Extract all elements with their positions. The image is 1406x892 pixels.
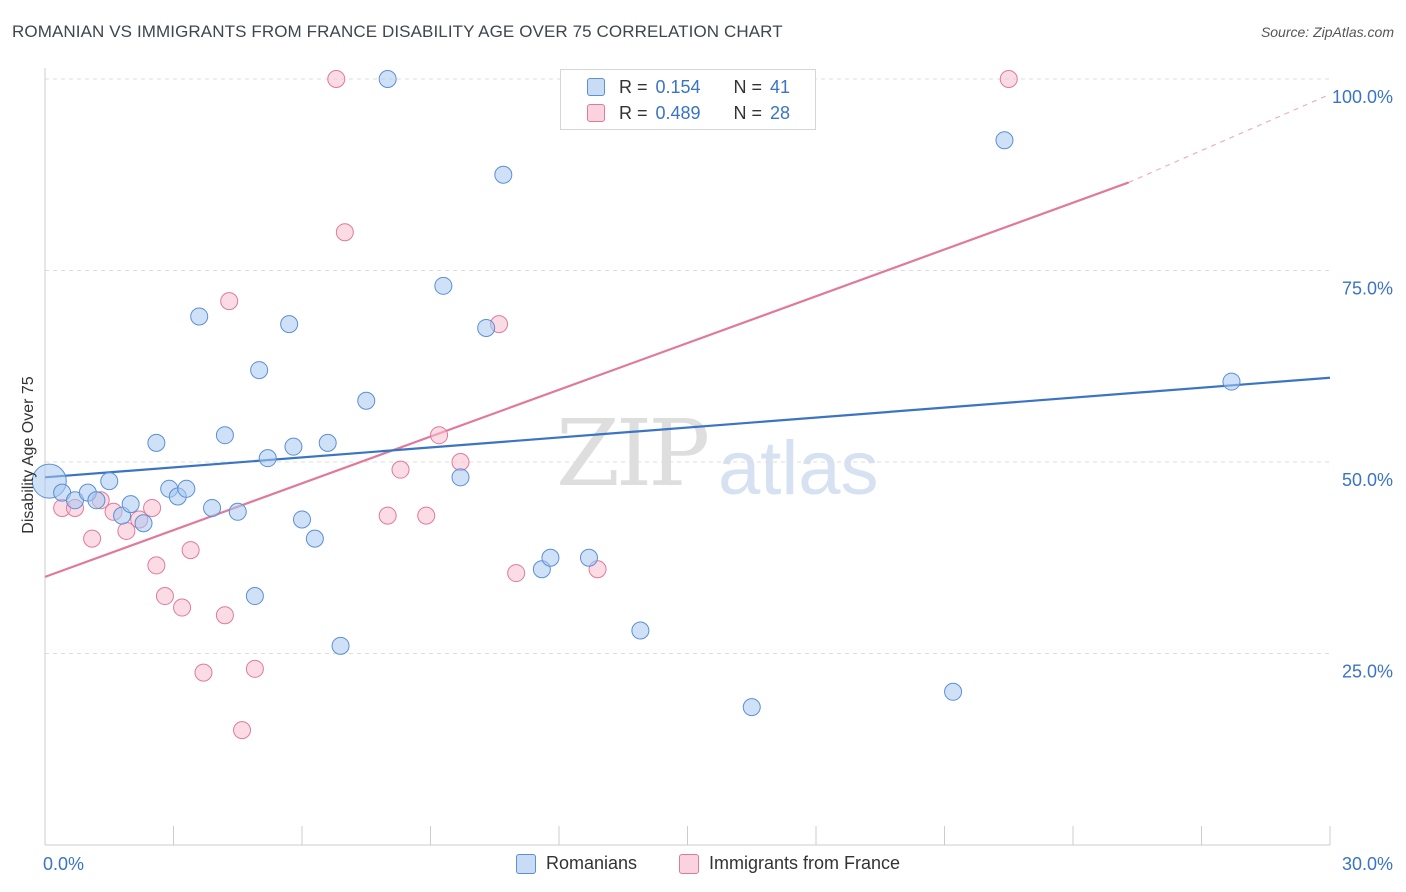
data-point-romanians	[331, 636, 350, 655]
data-point-romanians	[541, 548, 560, 567]
data-point-romanians	[228, 502, 247, 521]
data-point-romanians	[280, 315, 299, 334]
data-point-france	[147, 556, 166, 575]
data-point-romanians	[100, 472, 119, 491]
correlation-legend: R = 0.154 N = 41 R = 0.489 N = 28	[560, 69, 816, 130]
legend-row-france: R = 0.489 N = 28	[587, 101, 790, 125]
data-point-romanians	[995, 131, 1014, 150]
data-point-romanians	[305, 529, 324, 548]
trend-line-france-extension	[1128, 93, 1331, 183]
trend-line-france	[44, 181, 1130, 578]
data-point-romanians	[318, 433, 337, 452]
data-point-romanians	[284, 437, 303, 456]
data-point-romanians	[147, 433, 166, 452]
axis-layer	[44, 68, 1331, 846]
data-point-france	[215, 606, 234, 625]
y-tick-label: 75.0%	[1342, 279, 1393, 299]
data-point-france	[173, 598, 192, 617]
data-point-romanians	[579, 548, 598, 567]
data-point-france	[335, 223, 354, 242]
data-point-france	[220, 292, 239, 311]
data-point-romanians	[177, 479, 196, 498]
data-point-france	[417, 506, 436, 525]
legend-n-value: 41	[770, 76, 791, 97]
data-point-romanians	[121, 495, 140, 514]
source-label: Source: ZipAtlas.com	[1260, 24, 1394, 40]
data-point-romanians	[245, 587, 264, 606]
data-point-romanians	[250, 361, 269, 380]
watermark-atlas: atlas	[718, 426, 879, 511]
y-tick-label: 100.0%	[1332, 87, 1393, 107]
data-point-france	[181, 541, 200, 560]
y-tick-label: 25.0%	[1342, 662, 1393, 682]
data-point-romanians	[451, 468, 470, 487]
data-point-romanians	[293, 510, 311, 529]
legend-r-value: 0.489	[655, 102, 701, 123]
legend-r-value: 0.154	[655, 76, 701, 97]
data-point-romanians	[258, 449, 277, 468]
data-point-romanians	[134, 514, 153, 533]
data-point-france	[327, 70, 346, 88]
legend-row-romanians: R = 0.154 N = 41	[587, 75, 790, 99]
series-label-france: Immigrants from France	[709, 853, 901, 873]
data-point-romanians	[1222, 372, 1241, 391]
data-point-france	[143, 498, 162, 517]
legend-swatch-romanians	[587, 78, 605, 96]
data-point-romanians	[87, 491, 106, 510]
x-tick-label: 30.0%	[1342, 854, 1393, 874]
data-point-romanians	[477, 318, 496, 337]
point-layer	[31, 70, 1241, 740]
data-point-france	[999, 70, 1018, 88]
chart-title: ROMANIAN VS IMMIGRANTS FROM FRANCE DISAB…	[12, 22, 783, 41]
legend-n-label: N =	[733, 76, 763, 97]
grid-layer	[45, 78, 1330, 654]
tick-label-layer: 25.0% 50.0% 75.0% 100.0% 0.0% 30.0%	[43, 87, 1393, 874]
data-point-romanians	[494, 165, 513, 184]
data-point-france	[378, 506, 397, 525]
data-point-france	[451, 453, 470, 471]
data-point-romanians	[944, 682, 963, 701]
data-point-romanians	[378, 70, 397, 88]
legend-r-label: R =	[619, 76, 648, 97]
data-point-romanians	[742, 698, 761, 717]
legend-n-value: 28	[770, 102, 791, 123]
series-label-romanians: Romanians	[546, 853, 638, 873]
data-point-romanians	[215, 426, 234, 445]
data-point-romanians	[190, 307, 209, 326]
series-swatch-romanians	[516, 853, 536, 874]
data-point-france	[391, 460, 410, 479]
data-point-france	[233, 721, 252, 740]
legend-n-label: N =	[733, 102, 763, 123]
data-point-france	[507, 564, 526, 583]
data-point-romanians	[434, 276, 453, 295]
data-point-romanians	[203, 498, 222, 517]
x-tick-label: 0.0%	[43, 854, 84, 874]
series-swatch-france	[679, 853, 699, 874]
y-tick-label: 50.0%	[1342, 470, 1393, 490]
series-legend-france[interactable]: Immigrants from France	[679, 853, 900, 874]
data-point-romanians	[357, 391, 376, 410]
data-point-france	[155, 587, 174, 606]
watermark-zip: ZIP	[556, 400, 710, 507]
data-point-france	[194, 663, 213, 682]
data-point-france	[245, 659, 264, 678]
data-point-france	[430, 426, 449, 445]
data-point-france	[83, 529, 102, 548]
legend-r-label: R =	[619, 102, 648, 123]
legend-swatch-france	[587, 104, 605, 122]
series-legend-romanians[interactable]: Romanians	[516, 853, 637, 874]
y-axis-label: Disability Age Over 75	[20, 376, 37, 534]
data-point-romanians	[631, 621, 650, 640]
